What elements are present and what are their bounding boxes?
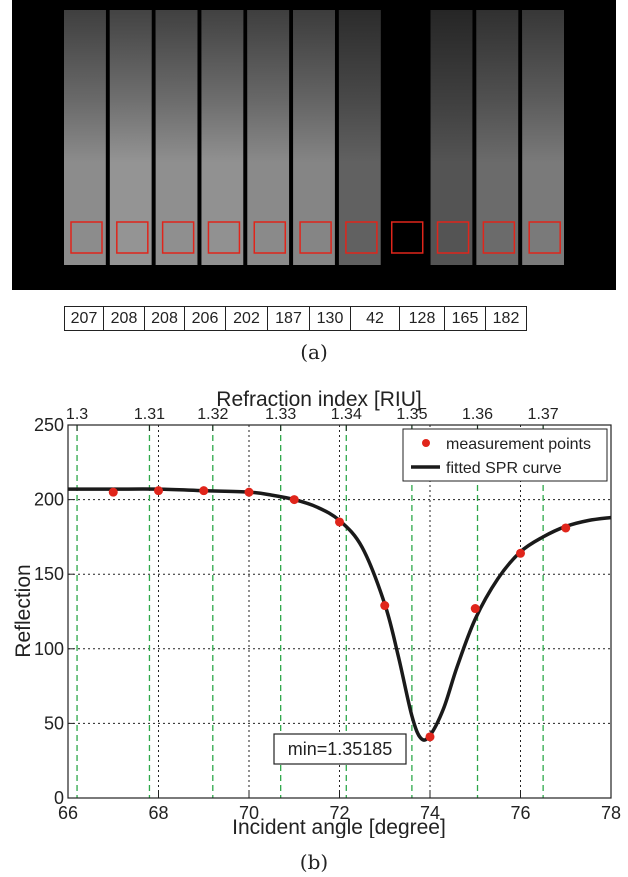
roi-box	[253, 221, 287, 254]
roi-box	[299, 221, 332, 254]
x-tick-label: 78	[601, 803, 621, 823]
min-annotation-label: min=1.35185	[288, 739, 393, 759]
x2-tick-label: 1.37	[528, 406, 559, 423]
x2-tick-label: 1.32	[197, 406, 228, 423]
caption-b: (b)	[299, 850, 329, 874]
x-tick-label: 70	[239, 803, 259, 823]
y-tick-label: 200	[34, 490, 64, 510]
roi-box	[482, 221, 516, 254]
x-tick-label: 76	[510, 803, 530, 823]
sensor-image	[12, 0, 616, 290]
min-annotation: min=1.35185	[273, 733, 407, 765]
table-cell: 128	[399, 306, 445, 331]
table-row: 207 208 208 206 202 187 130 42 128 165 182	[64, 306, 527, 331]
x-tick-label: 72	[329, 803, 349, 823]
reflection-values-table: 207 208 208 206 202 187 130 42 128 165 182	[64, 306, 527, 331]
roi-box	[207, 221, 241, 254]
x2-tick-label: 1.34	[331, 406, 362, 423]
x2-tick-label: 1.33	[265, 406, 296, 423]
y-tick-label: 250	[34, 415, 64, 435]
sensor-image-canvas	[64, 10, 564, 265]
x-axis-label: Incident angle [degree]	[232, 816, 446, 838]
table-cell: 208	[144, 306, 185, 331]
legend: measurement points fitted SPR curve	[402, 428, 608, 482]
table-cell: 202	[225, 306, 268, 331]
measurement-point	[335, 517, 344, 527]
table-cell: 187	[267, 306, 310, 331]
x2-tick-label: 1.31	[134, 406, 165, 423]
x2-tick-label: 1.35	[396, 406, 427, 423]
x2-tick-label: 1.3	[66, 406, 88, 423]
x-tick-label: 66	[58, 803, 78, 823]
roi-box	[436, 221, 470, 254]
table-cell: 182	[485, 306, 527, 331]
measurement-point	[244, 487, 254, 497]
y-tick-label: 150	[34, 564, 64, 584]
x2-tick-label: 1.36	[462, 406, 493, 423]
table-cell: 208	[103, 306, 145, 331]
legend-box	[402, 428, 608, 482]
measurement-point	[516, 548, 525, 558]
legend-label-measurement: measurement points	[446, 436, 591, 453]
y-tick-label: 0	[54, 788, 64, 808]
roi-box	[345, 221, 378, 254]
y-tick-label: 100	[34, 639, 64, 659]
roi-box	[390, 221, 424, 254]
table-cell: 207	[64, 306, 104, 331]
x-tick-label: 68	[148, 803, 168, 823]
table-cell: 165	[444, 306, 486, 331]
measurement-point	[470, 604, 480, 614]
legend-marker-measurement	[422, 439, 430, 447]
measurement-point	[199, 486, 209, 496]
table-cell: 42	[350, 306, 400, 331]
roi-box	[70, 221, 103, 254]
measurement-point	[561, 523, 571, 533]
table-cell: 130	[309, 306, 351, 331]
measurement-point	[425, 732, 435, 742]
min-annotation-box	[273, 733, 407, 765]
measurement-point	[154, 486, 163, 496]
x-tick-label: 74	[420, 803, 440, 823]
roi-box	[116, 221, 149, 254]
measurement-point	[380, 601, 390, 611]
measurement-point	[289, 495, 299, 505]
x2-axis-label: Refraction index [RIU]	[216, 388, 421, 411]
y-tick-label: 50	[44, 713, 64, 733]
legend-label-fit: fitted SPR curve	[446, 460, 562, 477]
roi-box	[161, 221, 195, 254]
caption-a: (a)	[300, 340, 328, 364]
y-axis-label: Reflection	[12, 564, 35, 657]
roi-box	[528, 221, 561, 254]
table-cell: 206	[184, 306, 226, 331]
measurement-point	[108, 487, 118, 497]
